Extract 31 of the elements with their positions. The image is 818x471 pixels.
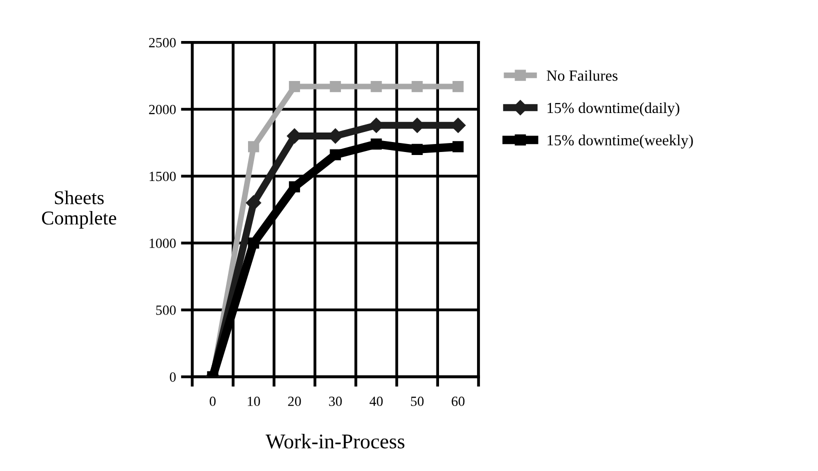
x-tick-label: 30 [329, 396, 342, 406]
x-tick-label: 20 [288, 396, 301, 406]
point [288, 181, 300, 192]
point [412, 80, 423, 92]
legend-label: 15% downtime(daily) [548, 102, 680, 116]
point [452, 80, 464, 92]
x-tick-label: 60 [452, 396, 464, 406]
point [248, 237, 260, 249]
y-tick-label: 500 [156, 306, 176, 315]
x-tick-label: 40 [370, 396, 383, 406]
point [370, 80, 382, 92]
y-tick-label: 1500 [150, 172, 176, 182]
x-tick-label: 10 [248, 396, 260, 406]
legend-label: No Failures [546, 70, 618, 81]
x-tick-label: 50 [411, 396, 424, 406]
point [452, 141, 464, 152]
point [330, 80, 341, 92]
x-tick-label: 0 [210, 396, 216, 406]
y-tick-label: 2000 [149, 104, 176, 114]
legend-label: 15% downtime(weekly) [548, 134, 693, 149]
point [288, 80, 300, 92]
y-tick-label: 2500 [149, 38, 176, 48]
x-axis-title: Work-in-Process [266, 434, 404, 449]
y-tick-label: 1000 [150, 238, 176, 248]
y-tick-label: 0 [170, 372, 176, 382]
point [370, 138, 382, 150]
point [412, 144, 423, 155]
point [248, 141, 260, 152]
y-axis-title: Sheets Complete [42, 190, 116, 229]
point [246, 195, 262, 210]
point [330, 149, 341, 160]
